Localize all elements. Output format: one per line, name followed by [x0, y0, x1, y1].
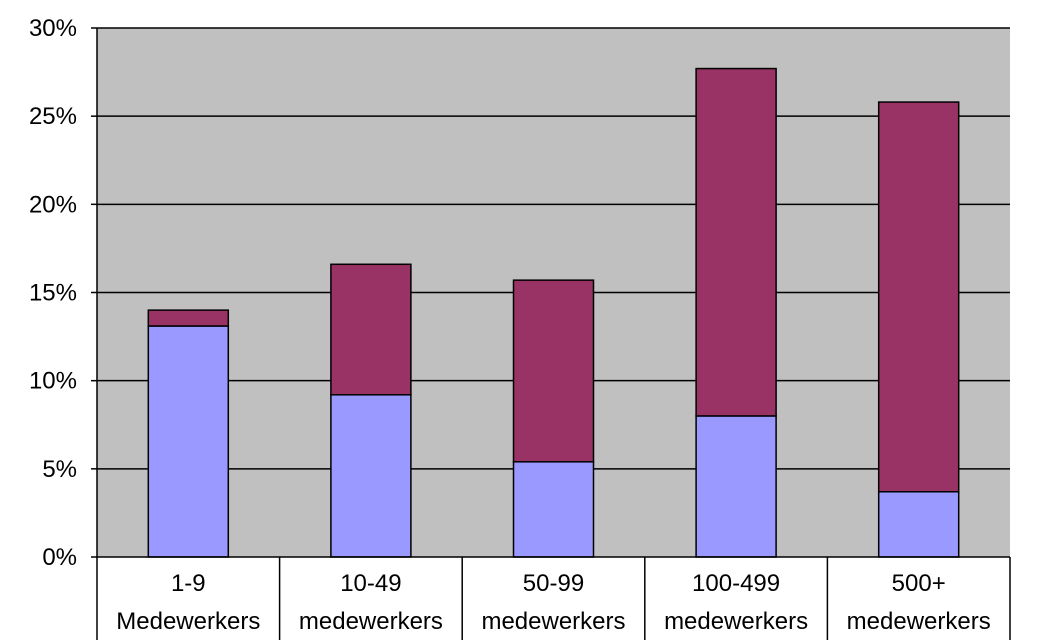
- bar-segment-series-2: [512, 279, 595, 463]
- bar-segment-series-1: [147, 325, 230, 558]
- x-axis: 1-9 Medewerkers 10-49 medewerkers 50-99 medew…: [96, 556, 1011, 640]
- bar-segment-series-1: [512, 461, 595, 558]
- bar-segment-series-2: [695, 67, 777, 417]
- bar-segment-series-1: [330, 394, 412, 558]
- y-tick-label: 25%: [29, 103, 77, 130]
- y-tick-label: 15%: [29, 280, 77, 307]
- x-tick-label: 1-9 Medewerkers: [116, 570, 260, 635]
- y-tick-label: 30%: [29, 15, 77, 42]
- bars: [147, 67, 960, 558]
- x-tick-label: 10-49 medewerkers: [299, 570, 443, 635]
- y-axis: 0% 5% 10% 15% 20% 25% 30%: [29, 15, 98, 571]
- x-tick-label: 50-99 medewerkers: [481, 570, 625, 635]
- bar-segment-series-1: [695, 415, 777, 558]
- y-tick-label: 0%: [42, 544, 77, 571]
- y-tick-label: 20%: [29, 191, 77, 218]
- y-tick-label: 10%: [29, 368, 77, 395]
- x-tick-label: 100-499 medewerkers: [664, 570, 808, 635]
- bar-segment-series-2: [147, 309, 230, 327]
- bar-segment-series-2: [330, 263, 412, 396]
- x-tick-label: 500+ medewerkers: [847, 570, 991, 635]
- bar-segment-series-2: [877, 101, 960, 493]
- y-tick-label: 5%: [42, 456, 77, 483]
- bar-segment-series-1: [877, 491, 960, 558]
